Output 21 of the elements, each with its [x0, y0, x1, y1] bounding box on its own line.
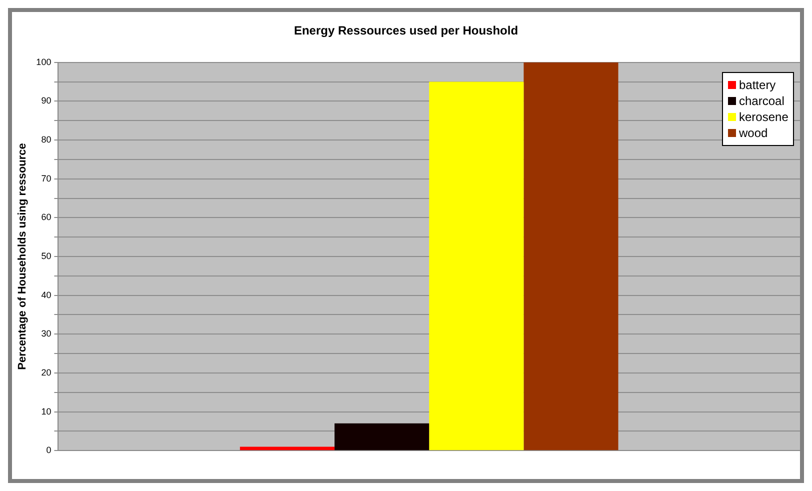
legend-label: kerosene — [739, 110, 788, 124]
bar — [429, 82, 524, 450]
bar — [334, 423, 430, 450]
y-tick-label: 90 — [41, 96, 52, 106]
y-tick-label: 70 — [41, 173, 52, 184]
legend-label: charcoal — [739, 94, 784, 108]
chart-title: Energy Ressources used per Houshold — [294, 24, 518, 38]
bar — [240, 446, 335, 450]
y-tick-label: 60 — [41, 212, 52, 222]
y-tick-label: 100 — [36, 56, 52, 67]
y-tick-label: 10 — [41, 406, 52, 416]
legend-label: wood — [739, 126, 768, 140]
y-tick-label: 0 — [46, 445, 52, 456]
bar — [524, 62, 618, 450]
y-tick-label: 20 — [41, 367, 52, 378]
y-tick-label: 50 — [41, 250, 52, 261]
legend-label: battery — [739, 78, 776, 92]
y-axis-title: Percentage of Households using ressource — [16, 143, 29, 370]
y-tick-label: 40 — [41, 290, 52, 300]
y-tick-label: 30 — [41, 328, 52, 339]
y-tick-label: 80 — [41, 134, 52, 145]
